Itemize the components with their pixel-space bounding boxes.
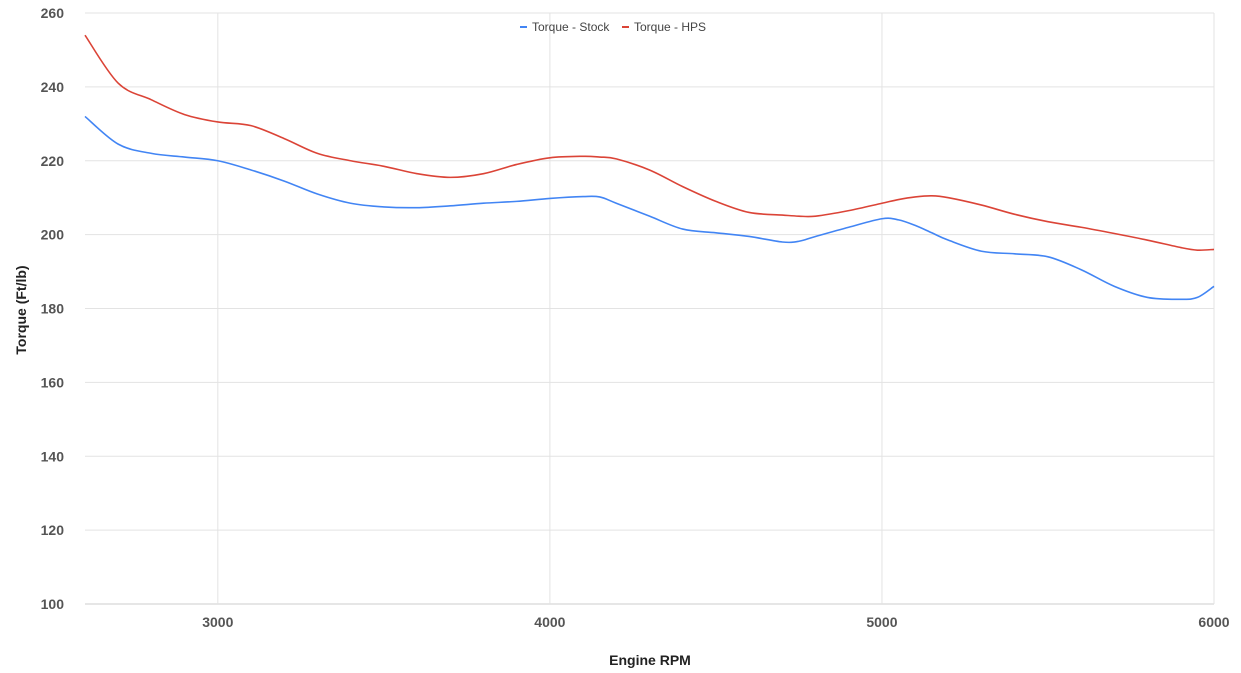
series-line-stock	[84, 115, 1215, 301]
y-tick-label: 180	[41, 301, 65, 317]
y-tick-label: 200	[41, 227, 65, 243]
legend-label-hps: Torque - HPS	[634, 20, 706, 34]
chart-gridlines	[85, 12, 1215, 605]
y-tick-label: 140	[41, 448, 65, 464]
y-axis-ticks: 100 120 140 160 180 200 220 240 260	[41, 5, 65, 612]
x-tick-label: 3000	[202, 614, 233, 630]
y-tick-label: 220	[41, 153, 65, 169]
y-tick-label: 100	[41, 596, 65, 612]
chart-legend: Torque - Stock Torque - HPS	[520, 20, 706, 34]
y-tick-label: 160	[41, 374, 65, 390]
chart-series-lines	[84, 34, 1215, 301]
y-tick-label: 240	[41, 79, 65, 95]
y-axis-title: Torque (Ft/lb)	[13, 265, 29, 354]
x-axis-ticks: 3000 4000 5000 6000	[202, 614, 1230, 630]
x-tick-label: 6000	[1198, 614, 1229, 630]
x-axis-title: Engine RPM	[609, 652, 691, 668]
y-tick-label: 260	[41, 5, 65, 21]
legend-label-stock: Torque - Stock	[532, 20, 610, 34]
x-tick-label: 5000	[866, 614, 897, 630]
x-tick-label: 4000	[534, 614, 565, 630]
y-tick-label: 120	[41, 522, 65, 538]
series-line-hps	[84, 34, 1215, 252]
